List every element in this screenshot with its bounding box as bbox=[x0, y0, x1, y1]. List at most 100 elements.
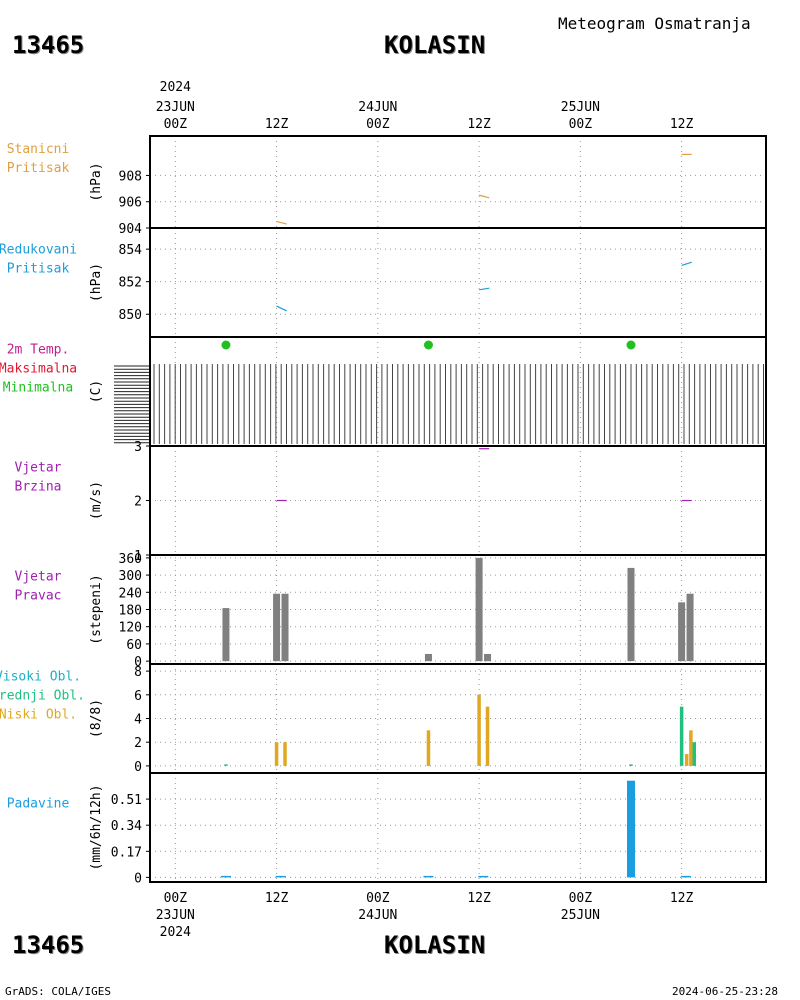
panel-label: Maksimalna bbox=[0, 362, 77, 377]
y-tick-label: 2 bbox=[134, 736, 142, 751]
wind_direction-bar bbox=[273, 593, 281, 662]
min-temp-point bbox=[221, 340, 231, 350]
clouds-bar bbox=[692, 742, 697, 766]
panel-clouds: 0 2 4 6 8 (8/8) Visoki Obl. Srednji Obl. Niski O… bbox=[0, 663, 767, 775]
panel-label: Brzina bbox=[15, 480, 62, 495]
precipitation-bar bbox=[423, 875, 434, 878]
y-tick-label: 852 bbox=[119, 276, 142, 291]
y-tick-label: 0.51 bbox=[111, 793, 142, 808]
panel-label: Vjetar bbox=[15, 461, 62, 476]
clouds-bar bbox=[274, 742, 279, 766]
panel-label: Vjetar bbox=[15, 570, 62, 585]
y-unit-label: (stepeni) bbox=[89, 574, 104, 644]
precipitation-bar bbox=[275, 875, 286, 878]
panel-frame bbox=[149, 445, 767, 556]
y-tick-label: 0 bbox=[134, 760, 142, 775]
clouds-bar bbox=[477, 694, 481, 766]
clouds-bar bbox=[679, 706, 684, 766]
data-line-segment bbox=[681, 261, 692, 266]
y-unit-label: (8/8) bbox=[89, 699, 104, 738]
panel-label: Minimalna bbox=[3, 381, 73, 396]
y-tick-label: 6 bbox=[134, 689, 142, 704]
time-label-top: 23JUN bbox=[156, 100, 195, 115]
y-tick-label: 300 bbox=[119, 569, 142, 584]
time-label-top: 00Z bbox=[366, 117, 390, 132]
clouds-bar bbox=[684, 754, 689, 766]
y-unit-label: (m/s) bbox=[89, 481, 104, 520]
time-label-top: 24JUN bbox=[358, 100, 397, 115]
data-line-segment bbox=[478, 194, 490, 199]
y-tick-label: 360 bbox=[119, 552, 142, 567]
y-tick-label: 0.17 bbox=[111, 845, 142, 860]
y-tick-label: 120 bbox=[119, 621, 142, 636]
time-label-bottom: 12Z bbox=[670, 891, 694, 906]
panel-wind_speed: 1 2 3 (m/s) Vjetar Brzina bbox=[15, 440, 767, 564]
y-tick-label: 2 bbox=[134, 495, 142, 510]
y-tick-label: 906 bbox=[119, 196, 142, 211]
precipitation-bar bbox=[680, 875, 691, 878]
time-label-top: 00Z bbox=[164, 117, 188, 132]
panel-label: Pravac bbox=[15, 589, 62, 604]
time-label-top: 00Z bbox=[569, 117, 593, 132]
y-tick-label: 850 bbox=[119, 308, 142, 323]
wind_direction-bar bbox=[475, 557, 483, 662]
y-tick-label: 0 bbox=[134, 871, 142, 886]
panel-station_pressure: 904 906 908 (hPa) Stanicni Pritisak bbox=[7, 135, 767, 237]
y-tick-label: 60 bbox=[126, 638, 142, 653]
time-label-top: 12Z bbox=[467, 117, 491, 132]
y-tick-label: 854 bbox=[119, 243, 143, 258]
y-tick-label: 240 bbox=[119, 586, 142, 601]
panel-label: Redukovani bbox=[0, 243, 77, 258]
time-label-top: 12Z bbox=[670, 117, 694, 132]
y-tick-label: 3 bbox=[134, 440, 142, 455]
panel-temperature: (C) 2m Temp. Maksimalna Minimalna bbox=[0, 336, 767, 447]
y-tick-label: 0 bbox=[134, 655, 142, 670]
data-line-segment bbox=[276, 220, 287, 225]
panel-label: Padavine bbox=[7, 797, 70, 812]
panel-label: Pritisak bbox=[7, 262, 70, 277]
time-year-label: 2024 bbox=[160, 80, 191, 95]
wind_direction-bar bbox=[222, 608, 230, 662]
panel-label: Srednji Obl. bbox=[0, 689, 85, 704]
data-line-segment bbox=[479, 287, 490, 291]
panel-frame bbox=[149, 227, 767, 338]
time-label-bottom: 23JUN bbox=[156, 908, 195, 923]
time-label-bottom: 24JUN bbox=[358, 908, 397, 923]
credit-text: GrADS: COLA/IGES bbox=[5, 985, 111, 998]
clouds-bar bbox=[629, 764, 633, 766]
time-label-bottom: 12Z bbox=[265, 891, 289, 906]
min-temp-point bbox=[423, 340, 433, 350]
panel-frame bbox=[149, 772, 767, 883]
y-unit-label: (C) bbox=[89, 380, 104, 403]
precipitation-bar bbox=[626, 780, 635, 878]
wind_direction-bar bbox=[678, 602, 686, 662]
time-label-top: 12Z bbox=[265, 117, 289, 132]
station-id-bottom: 13465 bbox=[12, 931, 85, 959]
clouds-bar bbox=[224, 764, 228, 766]
data-line-segment bbox=[276, 305, 287, 312]
time-label-bottom: 00Z bbox=[164, 891, 188, 906]
panel-label: Visoki Obl. bbox=[0, 670, 81, 685]
time-label-bottom: 2024 bbox=[160, 925, 191, 940]
time-label-bottom: 12Z bbox=[467, 891, 491, 906]
y-unit-label: (hPa) bbox=[89, 263, 104, 302]
time-label-bottom: 00Z bbox=[366, 891, 390, 906]
min-temp-point bbox=[626, 340, 636, 350]
y-tick-label: 904 bbox=[119, 222, 143, 237]
wind_direction-bar bbox=[424, 653, 432, 662]
panel-wind_direction: 0 60 120 180 240 300 360 (stepeni) Vjetar Pravac bbox=[15, 552, 767, 670]
y-tick-label: 4 bbox=[134, 713, 142, 728]
timestamp-text: 2024-06-25-23:28 bbox=[672, 985, 778, 998]
y-unit-label: (mm/6h/12h) bbox=[89, 784, 104, 870]
time-label-bottom: 00Z bbox=[569, 891, 593, 906]
panel-label: Niski Obl. bbox=[0, 708, 77, 723]
clouds-bar bbox=[485, 706, 490, 766]
wind_direction-bar bbox=[484, 653, 492, 662]
clouds-bar bbox=[426, 730, 431, 766]
y-tick-label: 0.34 bbox=[111, 819, 142, 834]
panel-frame bbox=[149, 135, 767, 229]
y-tick-label: 908 bbox=[119, 169, 142, 184]
panel-label: Pritisak bbox=[7, 161, 70, 176]
clouds-bar bbox=[689, 730, 693, 766]
